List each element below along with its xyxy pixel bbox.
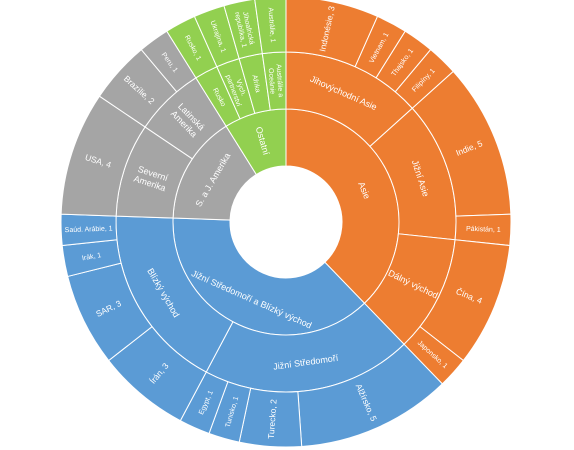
segment-label: Pákistán, 1: [466, 226, 501, 234]
segment-australie-ring3: [254, 0, 287, 55]
segment-label: Austrálie, 1: [267, 7, 276, 43]
segment-label: Afrika: [250, 74, 261, 93]
segment-label: Turecko, 2: [266, 399, 279, 440]
segment-label: Irák, 1: [81, 252, 101, 262]
segment-label: Saúd. Arábie, 1: [65, 226, 113, 235]
segment-label: Austrálie aOceánie: [267, 64, 284, 98]
sunburst-segments: [60, 0, 512, 448]
